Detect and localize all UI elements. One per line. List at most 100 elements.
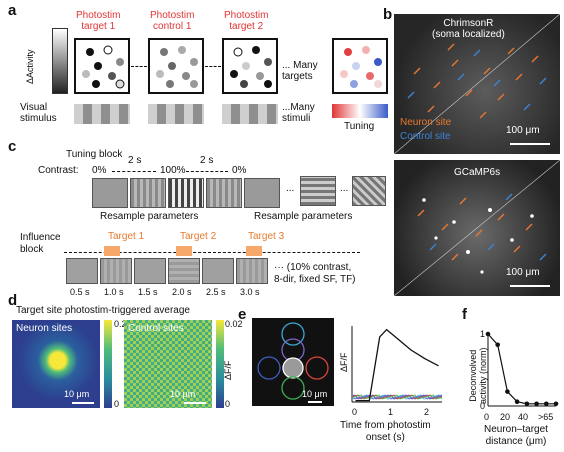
trace-xlabel: Time from photostim onset (s) [340, 420, 431, 443]
activity-gradient-bar [52, 28, 68, 94]
neuron-sites-heatmap: Neuron sites 10 μm [12, 320, 100, 408]
distance-xtick-40: 40 [518, 412, 529, 422]
scale-bar-bottom: 100 μm [506, 267, 540, 278]
influence-block-label: Influence block [20, 232, 61, 255]
distance-chart [485, 331, 559, 407]
panel-letter-d: d [8, 292, 18, 309]
distance-point-0 [485, 331, 491, 337]
neuron-site-legend: Neuron site [400, 117, 452, 128]
influence-frame-6 [236, 258, 268, 284]
panel-letter-e: e [238, 306, 247, 323]
trace-ylabel: ΔF/F [339, 352, 349, 372]
distance-point-2 [505, 389, 510, 394]
influence-frame-5 [202, 258, 234, 284]
arrow-a-2 [205, 66, 221, 67]
scale-label-e: 10 μm [302, 389, 328, 399]
time-2-5: 2.5 s [206, 287, 226, 297]
distance-point-4 [524, 401, 530, 407]
tuning-frame-3 [168, 178, 204, 208]
distance-ytick-0: 0 [480, 401, 486, 411]
arrow-c-2 [186, 171, 228, 172]
control-site-legend: Control site [400, 131, 451, 142]
noise-trace-4 [351, 394, 443, 400]
panel-letter-c: c [8, 138, 17, 155]
tuning-field [332, 38, 388, 94]
resample-label-2: Resample parameters [254, 211, 353, 222]
colorbar-2-min: 0 [225, 399, 231, 409]
trace-tick-2: 2 [424, 407, 430, 417]
trace-series-line [355, 328, 439, 402]
tuning-colorbar [332, 104, 388, 118]
distance-point-7 [553, 401, 559, 407]
colorbar-label: ΔF/F [223, 360, 233, 380]
colorbar-2-max: 0.02 [225, 319, 243, 329]
time-1-5: 1.5 s [138, 287, 158, 297]
colorbar-1-min: 0 [114, 399, 120, 409]
distance-xtick-20: 20 [500, 412, 511, 422]
influence-frame-2 [100, 258, 132, 284]
distance-xtick-65: >65 [538, 412, 554, 422]
neuron-field-target-2 [222, 38, 278, 94]
target-3-pulse [246, 246, 262, 256]
contrast-0b: 0% [232, 165, 247, 176]
influence-frame-3 [134, 258, 166, 284]
target-1-label: Target 1 [108, 231, 145, 242]
tuning-frame-6 [300, 176, 336, 206]
distance-point-3 [514, 399, 520, 404]
distance-point-5 [534, 401, 539, 407]
photostim-control-1-label: Photostim control 1 [150, 10, 195, 32]
tuning-frame-5 [244, 178, 280, 208]
time-1-0: 1.0 s [104, 287, 124, 297]
trace-tick-0: 0 [352, 407, 358, 417]
scale-bar-top: 100 μm [506, 125, 540, 136]
duration-1: 2 s [128, 155, 142, 166]
distance-point-6 [544, 401, 549, 407]
arrow-a-1 [131, 66, 147, 67]
distance-xtick-0: 0 [484, 412, 490, 422]
panel-d-title: Target site photostim-triggered average [16, 305, 190, 316]
tuning-frame-1 [92, 178, 128, 208]
control-sites-heatmap: Control sites 10 μm [124, 320, 212, 408]
target-2-pulse [176, 246, 192, 256]
trace-chart [351, 326, 443, 403]
tuning-label: Tuning [344, 121, 375, 132]
gcamp6s-image: GCaMP6s 100 μm [394, 160, 560, 296]
target-2-label: Target 2 [180, 231, 217, 242]
noise-trace-1 [351, 394, 443, 400]
ellipsis-2: ... [340, 183, 349, 194]
control-sites-label: Control sites [128, 323, 184, 334]
time-0-5: 0.5 s [70, 287, 90, 297]
time-3-0: 3.0 s [240, 287, 260, 297]
delta-activity-label: ΔActivity [25, 49, 35, 84]
tuning-frame-7 [352, 176, 386, 206]
distance-ytick-1: 1 [480, 329, 486, 339]
arrow-c-1 [112, 171, 156, 172]
colorbar-2 [216, 320, 224, 408]
influence-timeline [64, 252, 360, 253]
trace-tick-1: 1 [388, 407, 394, 417]
resample-label-1: Resample parameters [100, 211, 199, 222]
scale-bar-d2 [184, 402, 206, 404]
contrast-label: Contrast: [38, 165, 79, 176]
distance-point-1 [495, 342, 500, 348]
stimulus-bar-1 [74, 104, 130, 124]
influence-frame-4 [168, 258, 200, 284]
photostim-circle-image: 10 μm [252, 318, 334, 406]
tuning-frame-2 [130, 178, 166, 208]
time-2-0: 2.0 s [172, 287, 192, 297]
stimulus-bar-3 [222, 104, 278, 124]
duration-2: 2 s [200, 155, 214, 166]
chrimsonr-title: ChrimsonR (soma localized) [432, 18, 505, 40]
scale-label-d2: 10 μm [170, 389, 196, 399]
colorbar-1 [104, 320, 112, 408]
scale-bar-d1 [72, 402, 94, 404]
panel-letter-f: f [462, 306, 467, 323]
visual-stimulus-label: Visual stimulus [20, 102, 57, 124]
target-1-pulse [104, 246, 120, 256]
tuning-frame-4 [206, 178, 242, 208]
neuron-field-target-1 [74, 38, 130, 94]
photostim-target-2-label: Photostim target 2 [224, 10, 269, 32]
panel-letter-b: b [383, 6, 393, 23]
tuning-block-label: Tuning block [66, 149, 123, 160]
stimulus-bar-2 [148, 104, 204, 124]
